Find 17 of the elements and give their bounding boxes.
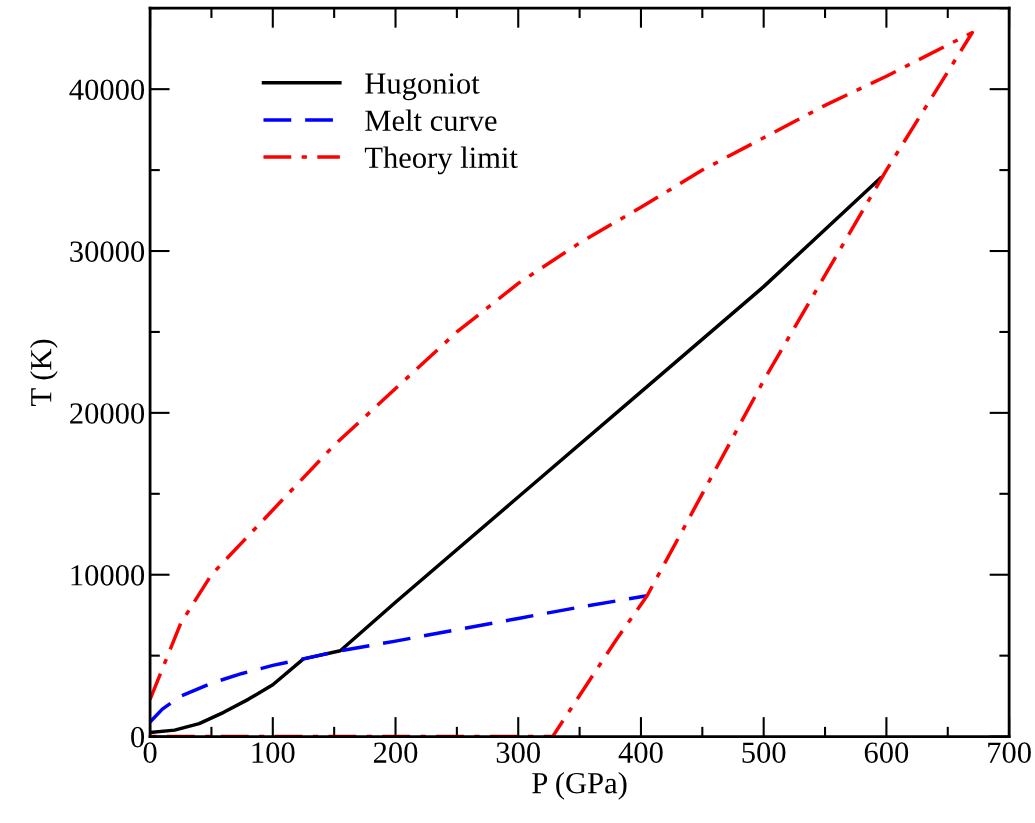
legend-label: Hugoniot [365,73,480,101]
y-tick-label: 10000 [71,565,145,586]
y-tick-label: 40000 [69,79,145,101]
y-axis-title: T (K) [30,339,58,406]
y-tick-label: 0 [131,726,145,748]
x-tick-label: 300 [496,742,540,763]
x-tick-label: 500 [742,742,786,763]
x-tick-label: 200 [373,742,418,763]
x-axis-title: P (GPa) [532,771,627,800]
x-tick-label: 600 [864,742,909,763]
y-tick-label: 30000 [70,241,145,262]
x-tick-label: 700 [988,742,1031,763]
y-tick-label: 20000 [70,403,145,424]
x-tick-label: 100 [252,742,295,763]
x-tick-label: 400 [618,742,663,763]
legend-label: Melt curve [365,109,497,131]
legend-label: Theory limit [364,146,518,175]
